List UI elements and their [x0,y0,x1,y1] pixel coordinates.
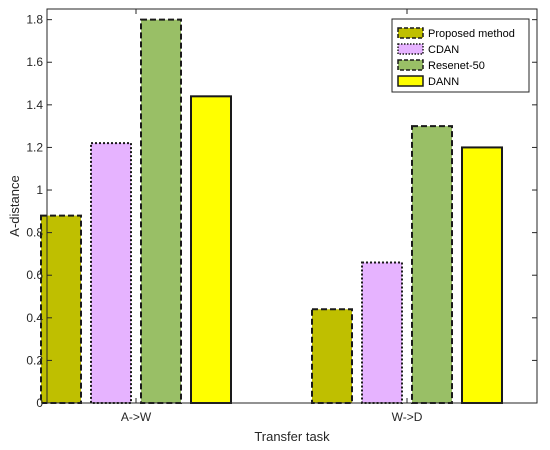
legend-swatch-dann [397,75,424,87]
x-tick-label: W->D [392,410,423,424]
y-tick-label: 0.4 [26,311,43,325]
y-tick-label: 0.8 [26,226,43,240]
bar-cdan-a-w [90,142,132,404]
bar-cdan-w-d [361,261,403,404]
y-tick-label: 0.6 [26,268,43,282]
legend-swatch-proposed-method [397,27,424,39]
legend-swatch-cdan [397,43,424,55]
x-axis-ticks: A->W W->D [121,9,423,424]
y-tick-label: 1.4 [26,98,43,112]
y-tick-label: 1 [36,183,43,197]
y-axis-ticks: 0 0.2 0.4 0.6 0.8 1 1.2 1.4 1.6 1.8 [26,13,537,410]
bar-resenet-50-w-d [411,125,453,404]
bar-proposed-method-a-w [40,214,82,404]
bars-group [40,18,503,405]
legend-label-proposed-method: Proposed method [428,28,515,40]
y-tick-label: 0 [36,396,43,410]
plot-frame [46,8,538,404]
legend-label-resenet-50: Resenet-50 [428,60,485,72]
legend-label-dann: DANN [428,76,459,88]
x-axis-label: Transfer task [254,429,330,444]
y-tick-label: 0.2 [26,353,43,367]
bar-dann-a-w [190,95,232,405]
y-tick-label: 1.8 [26,13,43,27]
bar-proposed-method-w-d [311,308,353,405]
bar-dann-w-d [461,146,503,404]
y-tick-label: 1.6 [26,55,43,69]
legend-swatch-resenet-50 [397,59,424,71]
y-tick-label: 1.2 [26,140,43,154]
y-axis-label: A-distance [7,175,22,236]
legend-label-cdan: CDAN [428,44,459,56]
legend: Proposed method CDAN Resenet-50 DANN [391,18,530,93]
x-tick-label: A->W [121,410,152,424]
bar-resenet-50-a-w [140,18,182,404]
